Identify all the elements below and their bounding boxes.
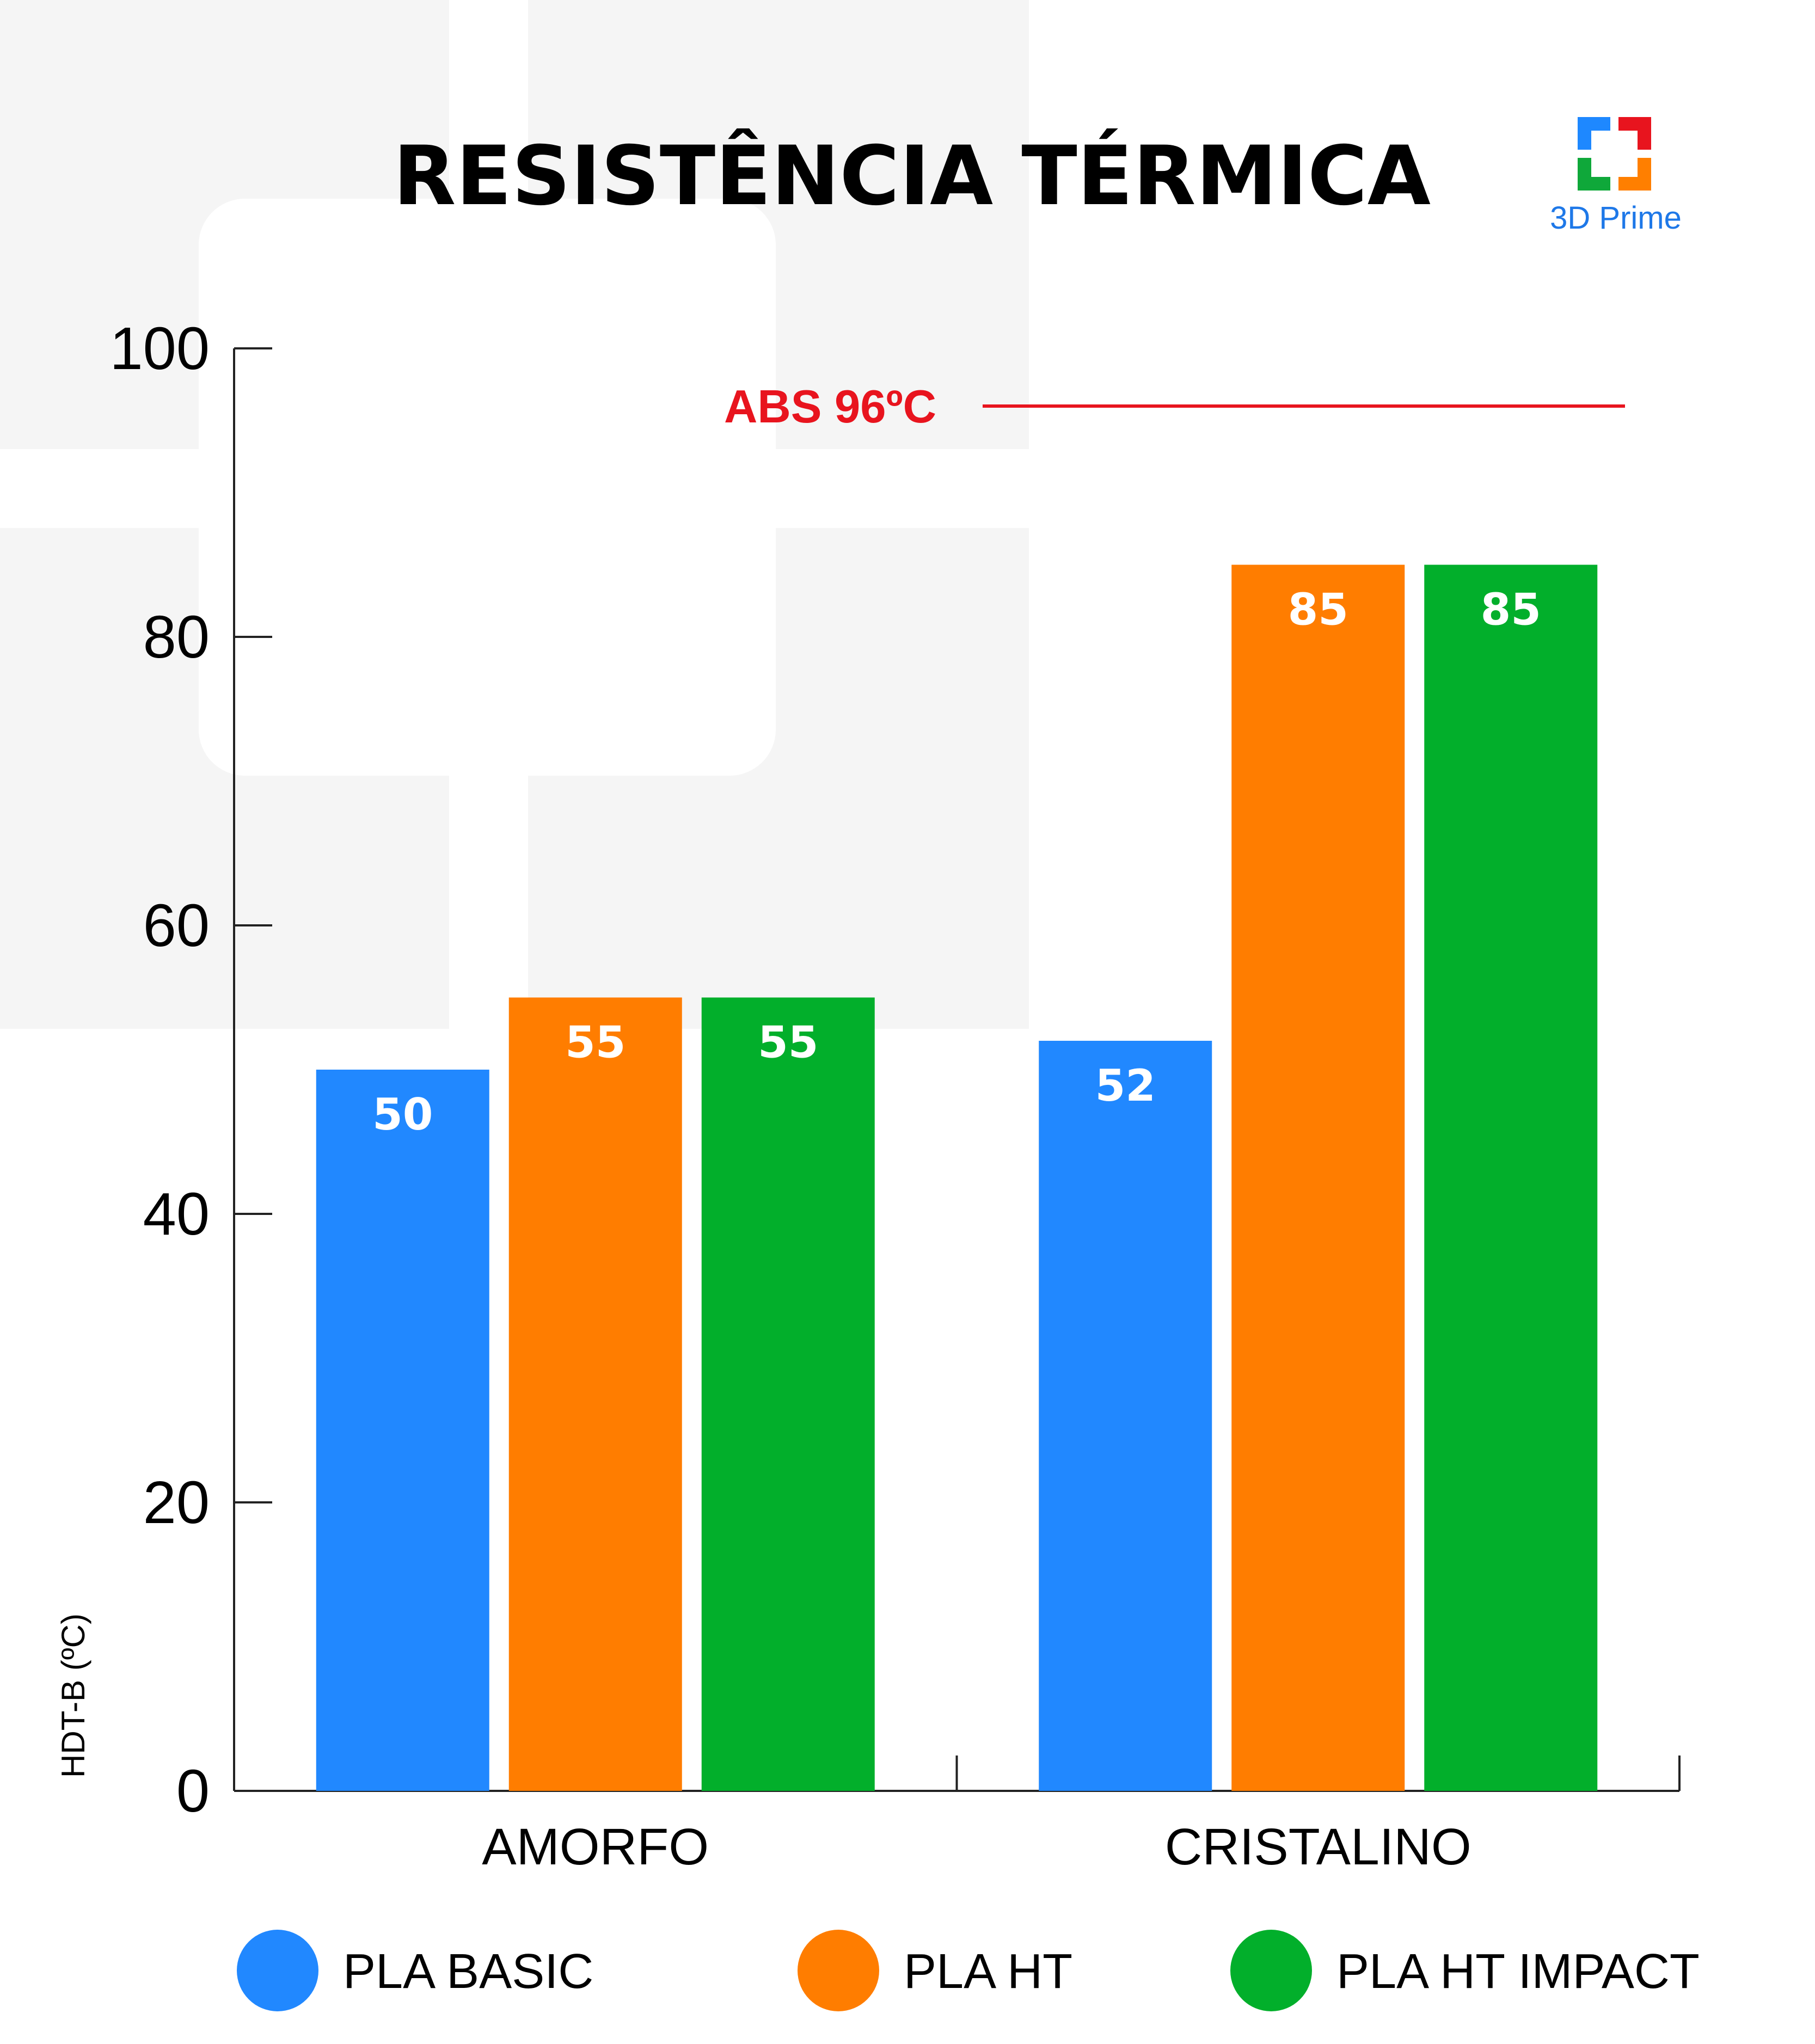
bars — [316, 564, 1598, 1791]
bar — [701, 997, 875, 1791]
y-tick-label: 60 — [143, 892, 210, 959]
legend: PLA BASIC PLA HT PLA HT IMPACT — [237, 1930, 1700, 2011]
chart-title: RESISTÊNCIA TÉRMICA — [393, 128, 1431, 224]
reference-line-label: ABS 96ºC — [724, 381, 936, 433]
legend-label: PLA HT IMPACT — [1336, 1944, 1700, 1999]
logo-block-blue — [1578, 117, 1610, 150]
bar-value-label: 52 — [1095, 1060, 1156, 1111]
bar — [508, 997, 682, 1791]
logo-text: 3D Prime — [1550, 200, 1682, 236]
logo-block-green — [1578, 158, 1610, 191]
bar-value-label: 50 — [372, 1089, 433, 1140]
bar-labels: 50 52 55 85 55 85 — [372, 585, 1541, 1140]
bar-value-label: 55 — [565, 1017, 626, 1068]
legend-swatch — [237, 1930, 318, 2011]
y-axis-label: HDT-B (ºC) — [55, 1613, 91, 1778]
bg-white-window-2 — [199, 199, 776, 776]
y-tick-label: 20 — [143, 1469, 210, 1536]
bar-value-label: 85 — [1481, 585, 1541, 635]
background-decoration — [0, 0, 1029, 1029]
bar — [1231, 564, 1405, 1791]
bar — [1424, 564, 1598, 1791]
legend-label: PLA HT — [904, 1944, 1072, 1999]
legend-swatch — [1230, 1930, 1312, 2011]
reference-line-group: ABS 96ºC — [724, 381, 1625, 433]
logo-block-red — [1618, 117, 1651, 150]
brand-logo: 3D Prime — [1550, 117, 1682, 236]
x-tick-label: AMORFO — [482, 1818, 709, 1876]
bar — [1039, 1041, 1212, 1791]
legend-swatch — [798, 1930, 879, 2011]
bar — [316, 1070, 489, 1791]
logo-block-orange — [1618, 158, 1651, 191]
legend-label: PLA BASIC — [343, 1944, 593, 1999]
bar-value-label: 55 — [758, 1017, 818, 1068]
y-tick-label: 80 — [143, 604, 210, 671]
bar-value-label: 85 — [1288, 585, 1348, 635]
y-tick-label: 40 — [143, 1181, 210, 1248]
y-tick-label: 0 — [176, 1758, 210, 1825]
y-tick-label: 100 — [109, 315, 210, 382]
axes: 0 20 40 60 80 100 AMORFO CRISTALINO — [109, 315, 1681, 1876]
x-tick-label: CRISTALINO — [1165, 1818, 1471, 1876]
bg-round-corner-2 — [778, 528, 1029, 1029]
